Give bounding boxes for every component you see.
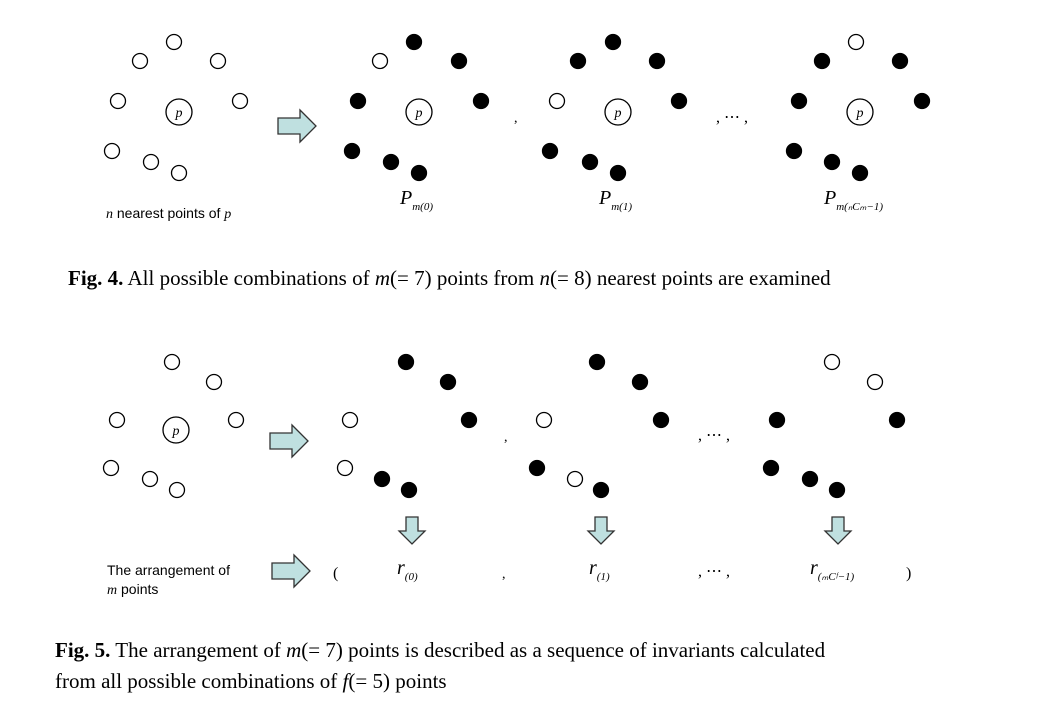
fig4-subset-1-p: p [415,106,423,121]
fig5-source-cluster [102,353,245,499]
fig4-source-cluster [103,33,249,182]
fig5-caption-line2: from all possible combinations of f(= 5)… [55,669,447,693]
fig5-p-label: p [172,424,180,439]
fig5-caption: Fig. 5. The arrangement of m(= 7) points… [55,635,985,697]
fig5-right-arrow-icon [269,424,309,458]
fig4-subset-2-p: p [614,106,622,121]
fig4-subset-3-label: Pm(ₙCₘ−1) [823,187,883,213]
fig4-caption-label: Fig. 4. [68,266,124,290]
fig5-invariant-3: r(ₘCᶠ−1) [810,557,854,583]
fig5-comma-1: , [504,430,508,445]
fig4-subset-1 [343,33,490,182]
fig5-ellipsis: , ⋯ , [698,427,730,444]
fig4-comma-1: , [514,111,518,126]
fig5-arrangement-arrow-icon [271,554,311,588]
fig5-subset-3 [762,353,906,499]
fig5-arrangement-label-line1: The arrangement of [107,562,230,578]
fig4-subset-3-p: p [856,106,864,121]
fig5-paren-close: ) [906,565,911,582]
fig4-ellipsis: , ⋯ , [716,109,748,126]
fig5-seq-comma-1: , [502,567,506,582]
fig5-invariant-2: r(1) [589,557,610,583]
fig4-source-label: n nearest points of p [106,205,231,222]
fig4-right-arrow-icon [277,109,317,143]
fig5-arrangement-label-line2: m points [107,581,158,598]
fig4-center-point-p [165,98,193,126]
fig5-paren-open: ( [333,565,338,582]
fig4-subset-2 [541,33,688,182]
fig5-caption-label: Fig. 5. [55,638,111,662]
fig5-down-arrow-1-icon [398,516,426,545]
fig5-down-arrow-2-icon [587,516,615,545]
fig5-subset-1 [336,353,478,499]
fig4-subset-2-label: Pm(1) [598,187,632,213]
fig5-subset-2 [528,353,670,499]
fig5-seq-ellipsis: , ⋯ , [698,563,730,580]
fig4-p-label: p [175,106,183,121]
fig4-caption: Fig. 4. All possible combinations of m(=… [68,266,831,290]
fig5-down-arrow-3-icon [824,516,852,545]
fig4-subset-1-label: Pm(0) [399,187,433,213]
fig5-caption-line1: Fig. 5. The arrangement of m(= 7) points… [55,638,826,662]
fig5-invariant-1: r(0) [397,557,418,583]
fig4-subset-3 [785,33,931,182]
fig5-center-point-p [162,416,190,444]
